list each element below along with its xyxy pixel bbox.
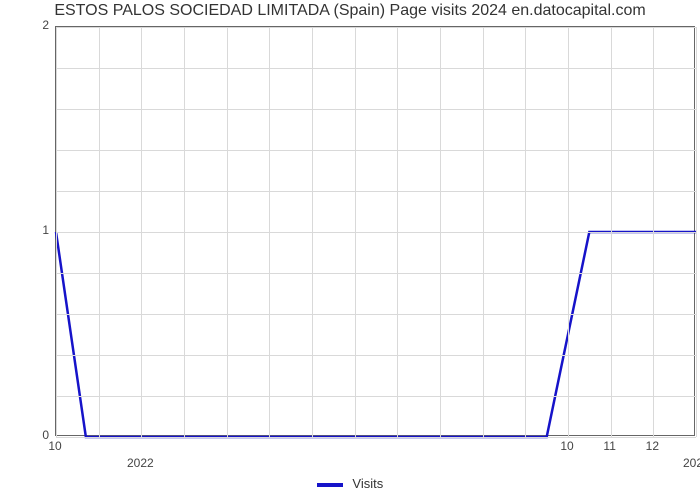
x-tick-label: 10 bbox=[40, 439, 70, 453]
grid-line-h bbox=[56, 396, 696, 397]
chart-title: ESTOS PALOS SOCIEDAD LIMITADA (Spain) Pa… bbox=[0, 2, 700, 20]
grid-line-v bbox=[99, 27, 100, 437]
chart-container: ESTOS PALOS SOCIEDAD LIMITADA (Spain) Pa… bbox=[0, 0, 700, 500]
grid-line-v bbox=[568, 27, 569, 437]
grid-line-v bbox=[653, 27, 654, 437]
x-group-label: 2022 bbox=[115, 456, 165, 470]
grid-line-h bbox=[56, 273, 696, 274]
series-line bbox=[56, 232, 696, 437]
legend: Visits bbox=[0, 476, 700, 491]
grid-line-h bbox=[56, 355, 696, 356]
grid-line-v bbox=[269, 27, 270, 437]
grid-line-v bbox=[56, 27, 57, 437]
grid-line-v bbox=[184, 27, 185, 437]
grid-line-v bbox=[696, 27, 697, 437]
grid-line-v bbox=[141, 27, 142, 437]
grid-line-v bbox=[227, 27, 228, 437]
grid-line-v bbox=[611, 27, 612, 437]
grid-line-v bbox=[440, 27, 441, 437]
x-tick-label: 11 bbox=[595, 439, 625, 453]
x-group-label-right: 202 bbox=[683, 456, 700, 470]
y-tick-label: 2 bbox=[27, 18, 49, 32]
legend-swatch bbox=[317, 483, 343, 487]
legend-label: Visits bbox=[352, 476, 383, 491]
grid-line-h bbox=[56, 109, 696, 110]
grid-line-h bbox=[56, 191, 696, 192]
grid-line-v bbox=[312, 27, 313, 437]
x-tick-label: 10 bbox=[552, 439, 582, 453]
grid-line-h bbox=[56, 68, 696, 69]
x-tick-label: 12 bbox=[637, 439, 667, 453]
plot-area bbox=[55, 26, 695, 436]
grid-line-h bbox=[56, 232, 696, 233]
grid-line-h bbox=[56, 27, 696, 28]
grid-line-h bbox=[56, 150, 696, 151]
grid-line-h bbox=[56, 314, 696, 315]
grid-line-v bbox=[355, 27, 356, 437]
grid-line-v bbox=[397, 27, 398, 437]
grid-line-h bbox=[56, 437, 696, 438]
grid-line-v bbox=[483, 27, 484, 437]
y-tick-label: 1 bbox=[27, 223, 49, 237]
grid-line-v bbox=[525, 27, 526, 437]
